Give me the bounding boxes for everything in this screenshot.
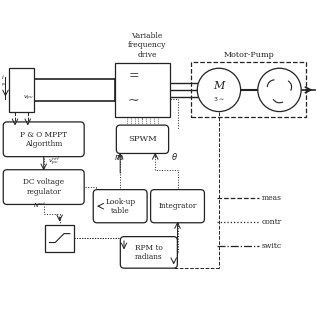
FancyBboxPatch shape — [93, 190, 147, 223]
Text: RPM to
radians: RPM to radians — [135, 244, 163, 261]
Text: M: M — [213, 81, 225, 91]
Text: $\theta$: $\theta$ — [171, 151, 178, 162]
FancyBboxPatch shape — [3, 122, 84, 157]
Text: $3{\sim}$: $3{\sim}$ — [213, 95, 225, 103]
Text: contr: contr — [262, 218, 282, 226]
Text: Motor-Pump: Motor-Pump — [223, 52, 274, 60]
FancyBboxPatch shape — [120, 236, 177, 268]
Circle shape — [197, 68, 241, 112]
Text: $v_{pv}^{ref}$: $v_{pv}^{ref}$ — [49, 156, 61, 168]
Text: $v_{pv}$: $v_{pv}$ — [23, 94, 34, 103]
Text: Integrator: Integrator — [158, 202, 197, 210]
Text: meas: meas — [262, 194, 282, 202]
Text: DC voltage
regulator: DC voltage regulator — [23, 179, 64, 196]
FancyBboxPatch shape — [3, 170, 84, 204]
FancyBboxPatch shape — [116, 125, 169, 154]
Bar — [45, 225, 74, 252]
FancyBboxPatch shape — [151, 190, 204, 223]
Text: Variable
frequency
drive: Variable frequency drive — [128, 32, 166, 59]
Text: $m$: $m$ — [114, 153, 124, 162]
Bar — [9, 68, 34, 112]
Text: $i$: $i$ — [1, 73, 4, 81]
Circle shape — [258, 68, 301, 112]
Text: $N^{ref}$: $N^{ref}$ — [33, 201, 46, 210]
Text: switc: switc — [262, 242, 282, 250]
Text: ~: ~ — [128, 94, 140, 108]
Text: Look-up
table: Look-up table — [105, 197, 135, 215]
Text: $_{pv}$: $_{pv}$ — [1, 82, 7, 89]
Bar — [116, 63, 170, 117]
Text: =: = — [128, 69, 139, 82]
Text: P & O MPPT
Algorithm: P & O MPPT Algorithm — [20, 131, 67, 148]
Text: SPWM: SPWM — [128, 135, 157, 143]
